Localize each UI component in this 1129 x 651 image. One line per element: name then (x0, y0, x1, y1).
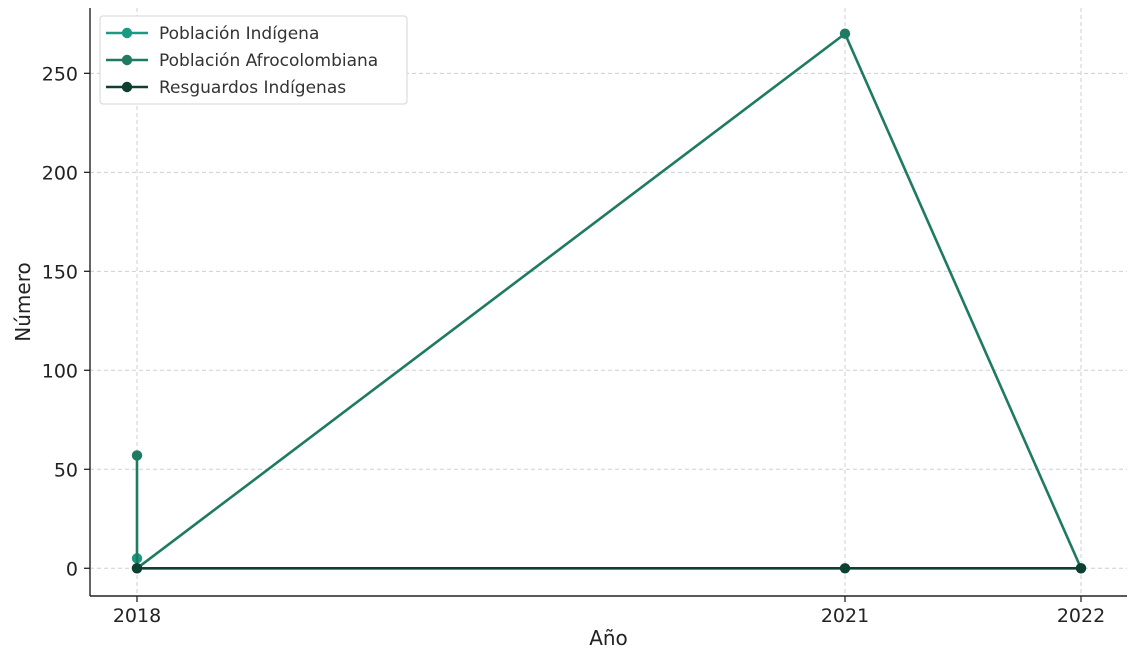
series-line-1 (135, 32, 1083, 570)
y-tick-label: 50 (54, 459, 78, 481)
x-tick-label: 2022 (1057, 605, 1105, 627)
legend: Población Indígena Población Afrocolombia… (99, 15, 408, 105)
x-tick-label: 2021 (821, 605, 869, 627)
tick-labels: 0 50 100 150 200 250 2018 2021 2022 (42, 63, 1105, 627)
axes (84, 8, 1127, 602)
legend-label: Resguardos Indígenas (159, 78, 346, 98)
legend-label: Población Indígena (159, 24, 319, 44)
series-lines (131, 28, 1087, 574)
data-point (131, 450, 143, 461)
y-axis-title: Número (11, 262, 35, 341)
x-tick-label: 2018 (113, 605, 161, 627)
y-tick-label: 150 (42, 261, 78, 283)
data-point (131, 563, 143, 574)
data-point (839, 28, 851, 39)
y-tick-label: 100 (42, 360, 78, 382)
x-axis-title: Año (589, 626, 628, 650)
y-tick-label: 250 (42, 63, 78, 85)
legend-marker (121, 54, 133, 66)
y-tick-label: 0 (66, 558, 78, 580)
legend-marker (121, 27, 133, 39)
legend-box (99, 15, 408, 105)
data-point (1075, 563, 1087, 574)
data-point (839, 563, 851, 574)
legend-label: Población Afrocolombiana (159, 51, 378, 71)
y-tick-label: 200 (42, 162, 78, 184)
legend-marker (121, 81, 133, 93)
grid-lines (90, 8, 1127, 596)
